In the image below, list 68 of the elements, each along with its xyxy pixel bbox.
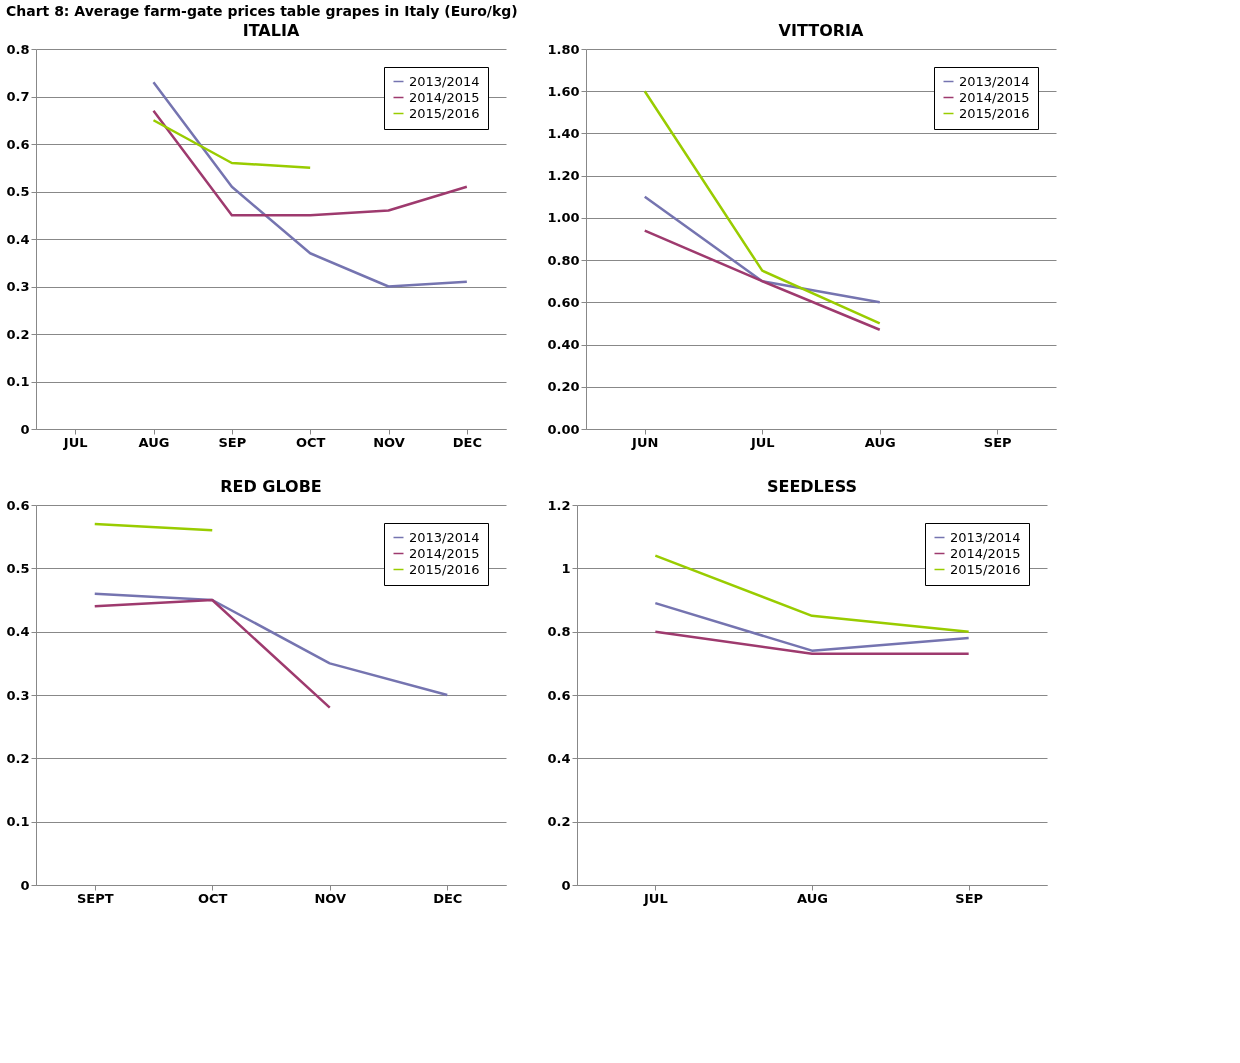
x-tick-label: SEP — [983, 434, 1012, 450]
y-tick-label: 0.60 — [547, 294, 580, 310]
legend-label: 2013/2014 — [409, 529, 480, 545]
y-tick-label: 0.00 — [547, 421, 580, 437]
y-tick-label: 0.80 — [547, 252, 580, 268]
y-tick-label: 0.1 — [6, 814, 30, 830]
y-tick-label: 0 — [20, 877, 30, 893]
x-tick-label: OCT — [198, 890, 228, 906]
y-tick-label: 0.5 — [6, 560, 30, 576]
legend-label: 2015/2016 — [409, 105, 480, 121]
x-tick-label: JUL — [642, 890, 668, 906]
y-tick-label: 0.2 — [6, 326, 30, 342]
y-tick-label: 1.40 — [547, 125, 580, 141]
y-tick-label: 0.4 — [6, 231, 30, 247]
y-tick-label: 0.20 — [547, 379, 580, 395]
chart-title: SEEDLESS — [766, 477, 858, 496]
legend-label: 2013/2014 — [959, 73, 1030, 89]
x-tick-label: JUN — [631, 434, 659, 450]
y-tick-label: 0.40 — [547, 337, 580, 353]
y-tick-label: 0.5 — [6, 184, 30, 199]
x-tick-label: SEP — [955, 890, 984, 906]
x-tick-label: OCT — [295, 434, 326, 450]
x-tick-label: DEC — [433, 890, 463, 906]
line-series — [93, 592, 449, 697]
legend-label: 2013/2014 — [950, 529, 1021, 545]
y-tick-label: 0.6 — [547, 687, 571, 703]
y-tick-label: 0.1 — [6, 374, 30, 389]
y-tick-label: 1.80 — [547, 41, 580, 57]
x-tick-label: DEC — [452, 434, 482, 450]
legend-label: 2015/2016 — [950, 561, 1021, 577]
y-tick-label: 0 — [561, 877, 571, 893]
chart-title: VITTORIA — [778, 21, 865, 40]
y-tick-label: 1.60 — [547, 83, 580, 99]
y-tick-label: 0.2 — [547, 814, 571, 830]
chart-title: RED GLOBE — [220, 477, 322, 496]
y-tick-label: 1.2 — [547, 497, 571, 513]
x-tick-label: AUG — [138, 434, 170, 450]
legend-label: 2014/2015 — [959, 89, 1030, 105]
y-tick-label: 0.4 — [547, 750, 571, 766]
legend-label: 2013/2014 — [409, 73, 480, 89]
x-tick-label: NOV — [373, 434, 405, 450]
y-tick-label: 0.8 — [6, 41, 30, 57]
y-tick-label: 0.8 — [547, 624, 571, 640]
y-tick-label: 0.2 — [6, 750, 30, 766]
y-tick-label: 0 — [20, 421, 30, 437]
y-tick-label: 1.00 — [547, 210, 580, 226]
x-tick-label: AUG — [864, 434, 896, 450]
y-tick-label: 0.3 — [6, 687, 30, 703]
x-tick-label: JUL — [62, 434, 88, 450]
legend-label: 2015/2016 — [409, 561, 480, 577]
legend-label: 2015/2016 — [959, 105, 1030, 121]
y-tick-label: 1.20 — [547, 168, 580, 184]
x-tick-label: NOV — [314, 890, 347, 906]
caption: Chart 8: Average farm-gate prices table grapes in Italy (Euro/kg) — [5, 3, 518, 19]
legend-label: 2014/2015 — [950, 545, 1021, 561]
x-tick-label: AUG — [797, 890, 828, 906]
x-tick-label: JUL — [749, 434, 775, 450]
chart-title: ITALIA — [242, 21, 300, 40]
y-tick-label: 0.6 — [6, 497, 30, 513]
y-tick-label: 0.4 — [6, 624, 30, 640]
y-tick-label: 0.3 — [6, 279, 30, 294]
legend-label: 2014/2015 — [409, 89, 480, 105]
y-tick-label: 0.7 — [6, 89, 30, 104]
y-tick-label: 0.6 — [6, 136, 30, 152]
y-tick-label: 1 — [561, 560, 571, 576]
x-tick-label: SEP — [218, 434, 247, 450]
x-tick-label: SEPT — [76, 890, 114, 906]
legend-label: 2014/2015 — [409, 545, 480, 561]
